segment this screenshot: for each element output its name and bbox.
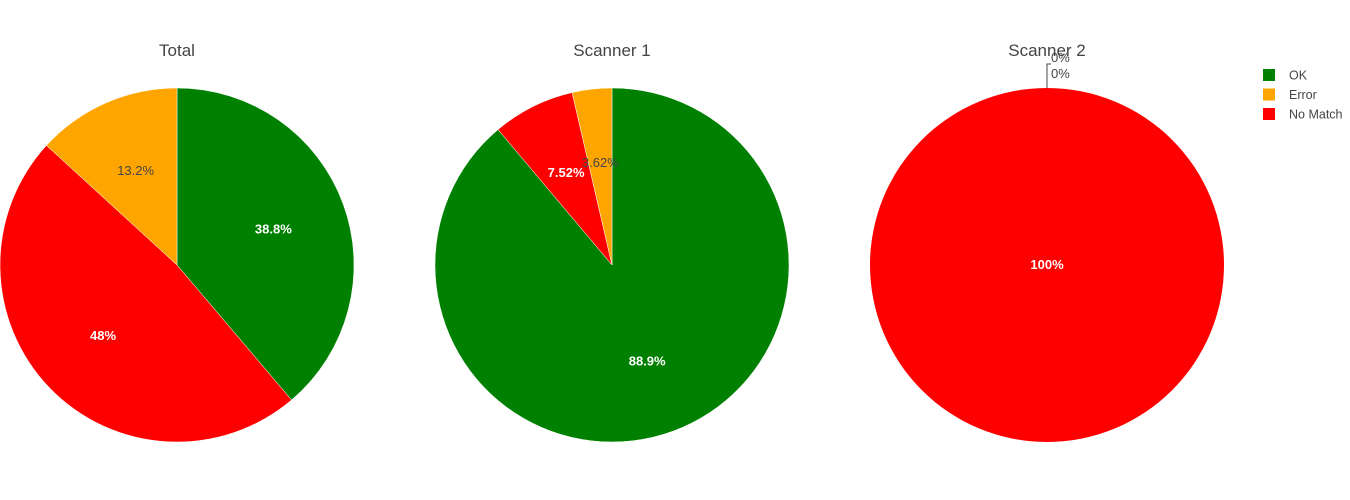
slice-label-ok: 88.9%: [629, 353, 666, 368]
slice-label-error: 3.62%: [582, 155, 619, 170]
legend-label: No Match: [1289, 108, 1343, 122]
pie-total: Total 38.8% 48% 13.2%: [0, 41, 355, 443]
slice-label-error: 0%: [1051, 66, 1070, 81]
legend: OK Error No Match: [1263, 69, 1343, 122]
legend-label: Error: [1289, 88, 1317, 102]
slice-ok[interactable]: [176, 87, 355, 401]
legend-swatch: [1263, 108, 1275, 120]
slice-label-ok: 38.8%: [255, 222, 292, 237]
slice-error[interactable]: [571, 87, 613, 266]
pie-title: Total: [159, 41, 195, 60]
slice-no-match[interactable]: [0, 145, 292, 443]
zero-slice-error: 0%: [1046, 63, 1070, 88]
slice-label-no-match: 100%: [1030, 257, 1064, 272]
legend-item-no-match[interactable]: No Match: [1263, 108, 1343, 122]
legend-swatch: [1263, 69, 1275, 81]
legend-item-ok[interactable]: OK: [1263, 69, 1308, 83]
slice-error[interactable]: [46, 87, 178, 266]
pie-title: Scanner 2: [1008, 41, 1086, 60]
pie-scanner-2: Scanner 2 100% 0%0%: [870, 41, 1224, 442]
slice-label-error: 13.2%: [117, 163, 154, 178]
legend-label: OK: [1289, 69, 1308, 83]
slice-ok[interactable]: [434, 87, 790, 443]
slice-label-no-match: 48%: [90, 328, 116, 343]
pie-panels: Total 38.8% 48% 13.2% Scanner 1 88.9% 7.52%3.6…: [0, 41, 1224, 443]
slice-label-no-match: 7.52%: [548, 165, 585, 180]
leader-line-error: [1046, 63, 1051, 88]
pie-title: Scanner 1: [573, 41, 651, 60]
slice-no-match[interactable]: [870, 88, 1224, 442]
slice-label-ok: 0%: [1051, 50, 1070, 65]
legend-swatch: [1263, 88, 1275, 101]
pie-scanner-1: Scanner 1 88.9% 7.52%3.62%: [434, 41, 790, 443]
legend-item-error[interactable]: Error: [1263, 88, 1317, 102]
